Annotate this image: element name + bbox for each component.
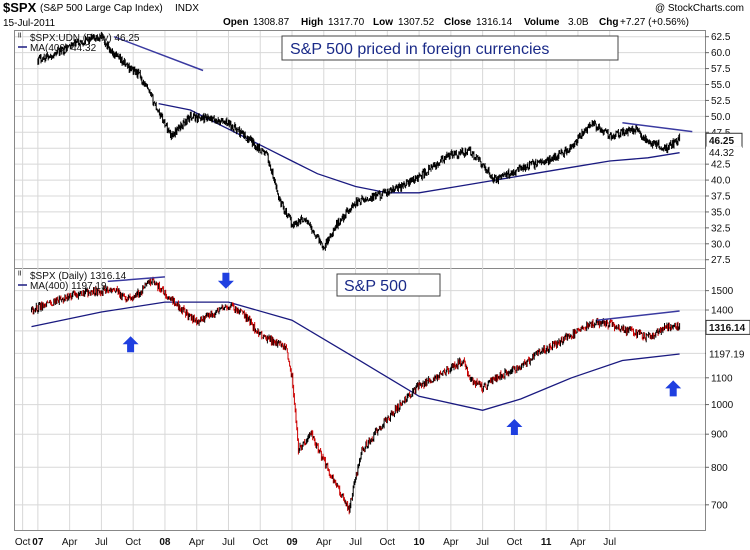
- upper-title-box: S&P 500 priced in foreign currencies: [281, 35, 619, 61]
- chart-header: $SPX (S&P 500 Large Cap Index) INDX 15-J…: [3, 0, 744, 29]
- close-label: Close: [444, 17, 472, 28]
- upper-legend-price: $SPX:UDN (Daily) 46.25: [30, 33, 140, 44]
- lower-gridlines: [15, 290, 705, 506]
- lower-legend-icon: ᴵᴵ: [18, 270, 22, 281]
- open-label: Open: [223, 17, 249, 28]
- y-tick-label: 27.5: [711, 255, 731, 266]
- trend-line: [596, 310, 680, 321]
- x-tick-label: Jul: [222, 537, 235, 548]
- y-tick-label: 30.0: [711, 239, 731, 250]
- upper-panel-frame: [14, 30, 706, 269]
- x-tick-label: Jul: [95, 537, 108, 548]
- high-label: High: [301, 17, 323, 28]
- y-tick-label: 42.5: [711, 160, 731, 171]
- arrow-down-icon: [217, 272, 234, 289]
- upper-legend-icon: ᴵᴵ: [18, 32, 22, 43]
- ma-value-label: 1197.19: [709, 349, 745, 360]
- last-value-box: [705, 319, 750, 335]
- last-value-label: 1316.14: [709, 323, 746, 334]
- index-name: (S&P 500 Large Cap Index): [40, 3, 163, 14]
- y-tick-label: 800: [711, 463, 728, 474]
- high-value: 1317.70: [328, 17, 365, 28]
- x-tick-label: Apr: [316, 537, 332, 548]
- y-tick-label: 1500: [711, 286, 734, 297]
- x-tick-label: 09: [286, 537, 298, 548]
- lower-trend-layer: [107, 276, 680, 321]
- arrow-up-icon: [665, 380, 682, 397]
- x-tick-label: Oct: [380, 537, 396, 548]
- y-tick-label: 40.0: [711, 176, 731, 187]
- close-value: 1316.14: [476, 17, 513, 28]
- chg-label: Chg: [599, 17, 618, 28]
- x-tick-label: Oct: [507, 537, 523, 548]
- x-tick-label: Oct: [15, 537, 31, 548]
- lower-ma-layer: [31, 301, 680, 411]
- x-tick-label: 10: [414, 537, 426, 548]
- x-tick-label: Apr: [443, 537, 459, 548]
- y-tick-label: 700: [711, 500, 728, 511]
- x-axis: Oct 07 Apr Jul Oct 08 Apr Jul Oct 09 Apr Jul Oct 10 Ap…: [15, 537, 616, 548]
- arrow-annotations: [122, 272, 682, 435]
- volume-value: 3.0B: [568, 17, 589, 28]
- y-tick-label: 62.5: [711, 32, 731, 43]
- ma-400-line: [31, 301, 680, 411]
- x-tick-label: Oct: [125, 537, 141, 548]
- upper-trend-layer: [113, 36, 693, 133]
- y-tick-label: 52.5: [711, 96, 731, 107]
- ma-value-bg: [706, 146, 742, 159]
- upper-price-layer: [37, 32, 681, 251]
- y-tick-label: 55.0: [711, 80, 731, 91]
- exchange: INDX: [175, 3, 199, 14]
- low-label: Low: [373, 17, 393, 28]
- lower-legend-price: $SPX (Daily) 1316.14: [30, 271, 127, 282]
- ma-value-label: 44.32: [709, 148, 734, 159]
- y-tick-label: 57.5: [711, 64, 731, 75]
- x-tick-label: Apr: [62, 537, 78, 548]
- ma-value-bg: [706, 347, 750, 360]
- y-tick-label: 35.0: [711, 207, 731, 218]
- y-tick-label: 60.0: [711, 48, 731, 59]
- y-tick-label: 37.5: [711, 192, 731, 203]
- x-tick-label: Oct: [252, 537, 268, 548]
- lower-title-box: S&P 500: [336, 273, 441, 297]
- lower-panel-frame: [14, 268, 706, 531]
- x-tick-label: Jul: [349, 537, 362, 548]
- lower-legend-ma: MA(400) 1197.19: [30, 281, 107, 292]
- x-tick-label: Jul: [603, 537, 616, 548]
- y-tick-label: 1000: [711, 400, 734, 411]
- x-tick-label: Apr: [570, 537, 586, 548]
- y-tick-label: 1100: [711, 373, 733, 384]
- x-tick-label: 07: [32, 537, 44, 548]
- arrow-up-icon: [506, 419, 523, 435]
- trend-line: [622, 121, 693, 133]
- x-tick-label: 11: [541, 537, 552, 548]
- y-tick-label: 50.0: [711, 112, 731, 123]
- arrow-up-icon: [122, 336, 139, 353]
- y-tick-label: 1400: [711, 306, 734, 317]
- x-tick-label: Apr: [189, 537, 205, 548]
- y-tick-label: 32.5: [711, 223, 731, 234]
- watermark: @ StockCharts.com: [655, 3, 744, 14]
- lower-chart-title: S&P 500: [344, 278, 407, 295]
- trend-line: [113, 36, 204, 72]
- x-tick-label: 08: [159, 537, 171, 548]
- chart-date: 15-Jul-2011: [3, 18, 56, 29]
- trend-line: [107, 276, 166, 283]
- x-tick-label: Jul: [476, 537, 489, 548]
- last-value-label: 46.25: [709, 136, 734, 147]
- symbol: $SPX: [3, 0, 37, 15]
- chg-value: +7.27 (+0.56%): [620, 17, 689, 28]
- lower-legend: ᴵᴵ $SPX (Daily) 1316.14 MA(400) 1197.19: [18, 270, 127, 292]
- lower-last-labels: 1316.14 1197.19: [705, 319, 750, 360]
- open-value: 1308.87: [253, 17, 290, 28]
- upper-chart-title: S&P 500 priced in foreign currencies: [290, 41, 549, 58]
- low-value: 1307.52: [398, 17, 435, 28]
- lower-price-layer: [31, 276, 681, 515]
- upper-legend-ma: MA(400) 44.32: [30, 43, 97, 54]
- volume-label: Volume: [524, 17, 560, 28]
- y-tick-label: 900: [711, 430, 728, 441]
- upper-legend: ᴵᴵ $SPX:UDN (Daily) 46.25 MA(400) 44.32: [18, 32, 140, 54]
